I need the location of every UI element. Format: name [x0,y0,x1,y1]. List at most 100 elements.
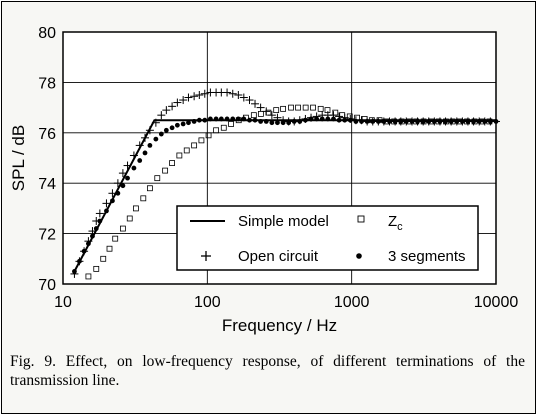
data-point [230,116,236,122]
data-point [239,93,248,102]
data-point [224,116,230,122]
data-point [77,258,82,264]
data-point [213,127,219,134]
data-point [142,150,148,156]
data-point [153,136,159,142]
data-point [141,133,150,142]
data-point [286,120,292,126]
data-point [112,235,119,242]
data-point [273,107,280,114]
data-point [115,190,121,196]
data-point [176,152,183,159]
data-point [235,116,241,122]
figure-caption: Fig. 9. Effect, on low-frequency respons… [10,353,525,389]
data-point [129,151,138,160]
data-point [137,158,143,163]
data-point [482,119,488,124]
y-tick-label: 78 [38,75,56,92]
data-point [119,225,126,232]
data-point [353,119,359,124]
data-point [256,103,265,112]
data-point [291,119,297,124]
data-point [310,104,316,111]
data-point [81,248,87,254]
data-point [220,124,227,131]
x-axis-label: Frequency / Hz [222,316,337,335]
data-point [93,265,100,272]
plot-border [62,31,497,285]
data-point [251,99,260,108]
data-point [302,104,309,111]
legend-zc-main: Z [388,213,397,230]
data-point [262,107,271,116]
data-point [302,117,308,123]
data-point [147,143,153,148]
data-point [174,122,180,128]
x-tick-label: 1000 [334,294,370,311]
data-point [471,119,476,124]
legend-seg-swatch [356,253,362,259]
data-point [186,120,191,126]
data-point [443,119,448,124]
y-tick-label: 72 [38,227,56,244]
data-point [319,116,325,122]
data-point [162,106,171,115]
data-point [437,119,443,124]
data-point [179,96,188,105]
legend-box [176,205,479,271]
data-point [200,89,209,98]
data-point [202,117,208,123]
data-point [234,91,243,99]
y-tick-label: 74 [38,176,56,193]
data-point [241,116,247,122]
data-point [196,117,202,123]
y-tick-label: 80 [38,25,56,42]
data-point [476,119,482,124]
data-point [195,91,204,99]
data-point [207,116,213,122]
data-point [184,93,193,102]
data-point [102,199,111,208]
data-point [288,104,294,111]
x-tick-label: 100 [194,294,221,311]
y-tick-label: 70 [38,277,56,294]
data-point [126,215,133,222]
tick-labels: 10 100 1000 10000 70 72 74 76 78 80 [38,25,518,311]
data-point [162,167,169,174]
data-point [118,169,127,178]
data-point [487,119,493,124]
legend-zc-sub: c [397,221,403,233]
data-point [151,118,160,127]
data-point [387,119,392,124]
data-point [158,131,164,137]
data-point [190,92,199,101]
data-point [381,119,387,124]
data-point [364,119,370,124]
data-point [267,111,276,120]
data-point [431,119,437,124]
legend-zc-swatch [357,215,365,223]
x-tick-label: 10000 [474,294,519,311]
data-point [359,119,364,124]
data-point [392,119,398,124]
data-point [97,218,103,224]
data-point [275,120,280,126]
data-point [459,119,465,124]
data-point [370,119,376,124]
data-point [86,241,91,247]
data-point [263,119,269,124]
data-point [247,117,252,123]
data-point [95,209,104,218]
legend-zc-label: Zc [388,213,403,233]
data-point [198,137,205,144]
legend-seg-label: 3 segments [388,248,466,265]
legend-open-label: Open circuit [238,248,319,265]
data-point [409,119,415,124]
spl-frequency-chart: 10 100 1000 10000 70 72 74 76 78 80 Frequency / H… [9,25,518,335]
data-point [448,119,454,124]
legend-open-swatch [201,251,211,261]
data-point [314,116,320,122]
legend: Simple model Zc Open circuit 3 segments [176,205,479,271]
data-point [205,132,212,139]
data-point [157,111,166,120]
